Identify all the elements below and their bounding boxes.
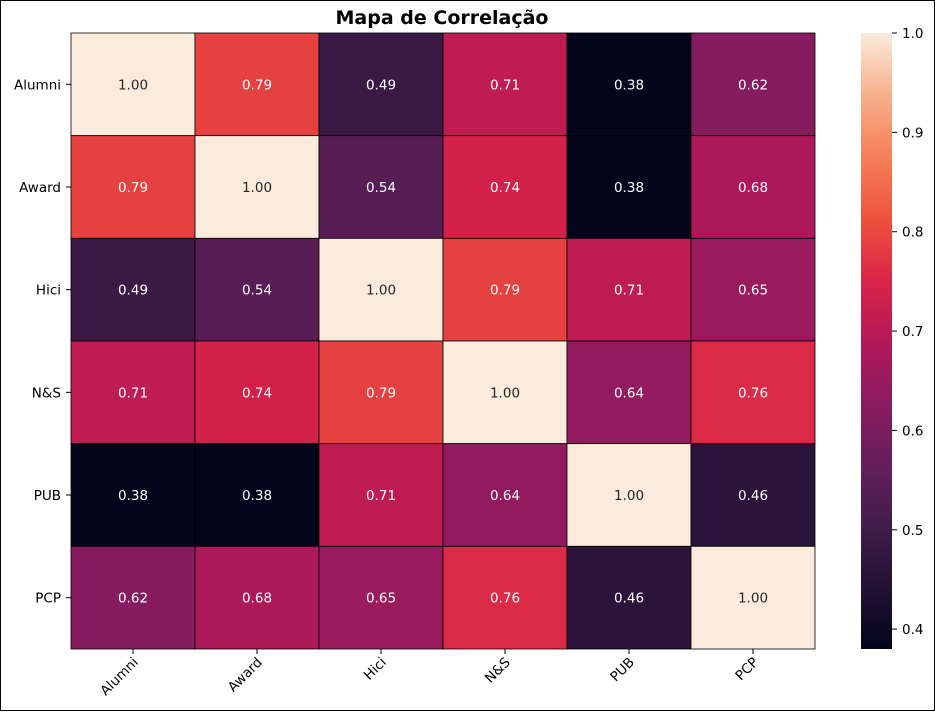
colorbar-tick-label: 0.7 bbox=[902, 324, 923, 340]
heatmap-cell bbox=[690, 32, 816, 137]
x-tick-label: PUB bbox=[607, 655, 638, 686]
cell-value-label: 0.62 bbox=[738, 77, 768, 93]
cell-value-label: 0.46 bbox=[738, 488, 768, 504]
heatmap-cell bbox=[70, 237, 196, 342]
heatmap-cells: 1.00 0.79 0.49 0.71 0.38 0.62 0.79 1.00 0.54 0.74… bbox=[70, 32, 816, 650]
colorbar: 0.4 0.5 0.6 0.7 0.8 0.9 1.0 bbox=[861, 26, 923, 649]
heatmap-cell bbox=[194, 32, 320, 137]
cell-value-label: 1.00 bbox=[614, 488, 644, 504]
colorbar-tick-label: 0.5 bbox=[902, 523, 923, 539]
cell-value-label: 0.38 bbox=[614, 180, 644, 196]
heatmap-cell bbox=[70, 340, 196, 445]
heatmap-cell bbox=[566, 443, 692, 547]
heatmap-cell bbox=[318, 443, 444, 547]
cell-value-label: 0.65 bbox=[738, 283, 768, 299]
x-tick-label: Hici bbox=[361, 655, 390, 684]
cell-value-label: 0.71 bbox=[118, 385, 148, 401]
y-axis-ticks: Alumni Award Hici N&S PUB PCP bbox=[14, 77, 71, 607]
cell-value-label: 0.74 bbox=[490, 180, 520, 196]
cell-value-label: 0.71 bbox=[490, 77, 520, 93]
x-tick-label: N&S bbox=[482, 655, 514, 687]
cell-value-label: 1.00 bbox=[490, 385, 520, 401]
cell-value-label: 1.00 bbox=[738, 591, 768, 607]
cell-value-label: 0.64 bbox=[614, 385, 644, 401]
heatmap-cell bbox=[690, 340, 816, 445]
cell-value-label: 0.79 bbox=[118, 180, 148, 196]
cell-value-label: 0.71 bbox=[366, 488, 396, 504]
x-tick-label: Alumni bbox=[97, 655, 142, 700]
heatmap-cell bbox=[70, 443, 196, 547]
cell-value-label: 0.49 bbox=[366, 77, 396, 93]
colorbar-tick-label: 0.9 bbox=[902, 125, 923, 141]
y-tick-label: PUB bbox=[34, 488, 61, 504]
cell-value-label: 0.38 bbox=[118, 488, 148, 504]
cell-value-label: 0.71 bbox=[614, 283, 644, 299]
heatmap-cell bbox=[566, 545, 692, 650]
colorbar-gradient bbox=[861, 33, 892, 649]
cell-value-label: 0.76 bbox=[738, 385, 768, 401]
heatmap-cell bbox=[442, 443, 568, 547]
heatmap-cell bbox=[442, 135, 568, 239]
heatmap-cell bbox=[318, 237, 444, 342]
heatmap-cell bbox=[194, 340, 320, 445]
heatmap-cell bbox=[194, 237, 320, 342]
heatmap-cell bbox=[566, 32, 692, 137]
cell-value-label: 1.00 bbox=[242, 180, 272, 196]
cell-value-label: 0.68 bbox=[242, 591, 272, 607]
heatmap-cell bbox=[194, 135, 320, 239]
heatmap-cell bbox=[318, 32, 444, 137]
heatmap-cell bbox=[70, 32, 196, 137]
y-tick-label: Alumni bbox=[14, 77, 61, 93]
heatmap-cell bbox=[690, 545, 816, 650]
cell-value-label: 0.65 bbox=[366, 591, 396, 607]
colorbar-tick-label: 0.4 bbox=[902, 622, 923, 638]
cell-value-label: 0.79 bbox=[490, 283, 520, 299]
cell-value-label: 0.49 bbox=[118, 283, 148, 299]
cell-value-label: 0.54 bbox=[366, 180, 396, 196]
heatmap-cell bbox=[442, 340, 568, 445]
heatmap-cell bbox=[318, 340, 444, 445]
heatmap-cell bbox=[566, 237, 692, 342]
cell-value-label: 0.62 bbox=[118, 591, 148, 607]
y-tick-label: Hici bbox=[36, 283, 61, 299]
x-tick-label: PCP bbox=[732, 655, 761, 684]
heatmap-cell bbox=[690, 237, 816, 342]
heatmap-cell bbox=[442, 545, 568, 650]
x-tick-label: Award bbox=[225, 655, 266, 696]
cell-value-label: 0.79 bbox=[366, 385, 396, 401]
x-axis-ticks: Alumni Award Hici N&S PUB PCP bbox=[97, 649, 762, 699]
heatmap-cell bbox=[442, 237, 568, 342]
cell-value-label: 0.76 bbox=[490, 591, 520, 607]
heatmap-cell bbox=[566, 340, 692, 445]
cell-value-label: 0.79 bbox=[242, 77, 272, 93]
chart-title: Mapa de Correlação bbox=[336, 7, 549, 29]
cell-value-label: 0.38 bbox=[614, 77, 644, 93]
cell-value-label: 0.74 bbox=[242, 385, 272, 401]
heatmap-cell bbox=[442, 32, 568, 137]
cell-value-label: 0.64 bbox=[490, 488, 520, 504]
colorbar-tick-label: 0.8 bbox=[902, 225, 923, 241]
y-tick-label: N&S bbox=[32, 385, 61, 401]
cell-value-label: 0.54 bbox=[242, 283, 272, 299]
cell-value-label: 1.00 bbox=[118, 77, 148, 93]
cell-value-label: 0.68 bbox=[738, 180, 768, 196]
colorbar-tick-label: 1.0 bbox=[902, 26, 923, 42]
cell-value-label: 1.00 bbox=[366, 283, 396, 299]
heatmap-cell bbox=[690, 135, 816, 239]
heatmap-cell bbox=[690, 443, 816, 547]
colorbar-tick-label: 0.6 bbox=[902, 423, 923, 439]
y-tick-label: Award bbox=[19, 180, 61, 196]
cell-value-label: 0.38 bbox=[242, 488, 272, 504]
y-tick-label: PCP bbox=[35, 591, 61, 607]
cell-value-label: 0.46 bbox=[614, 591, 644, 607]
heatmap-cell bbox=[70, 545, 196, 650]
